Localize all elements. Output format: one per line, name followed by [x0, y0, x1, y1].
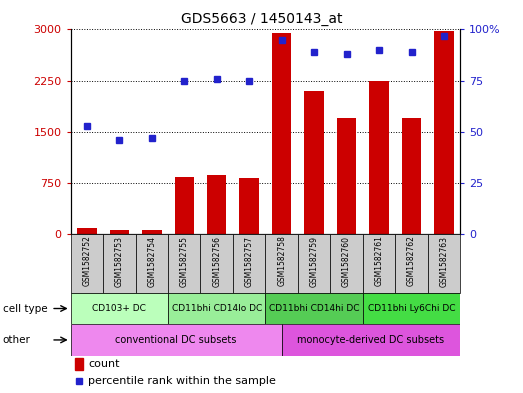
Text: GSM1582760: GSM1582760 — [342, 235, 351, 286]
Bar — [331, 234, 363, 293]
Text: GSM1582752: GSM1582752 — [82, 235, 92, 286]
Bar — [71, 324, 282, 356]
Text: CD11bhi CD14hi DC: CD11bhi CD14hi DC — [269, 304, 359, 313]
Bar — [207, 174, 226, 234]
Bar — [337, 118, 356, 234]
Bar — [110, 230, 129, 234]
Bar — [282, 324, 460, 356]
Text: cell type: cell type — [3, 303, 47, 314]
Bar — [363, 293, 460, 324]
Bar — [168, 234, 200, 293]
Text: CD103+ DC: CD103+ DC — [93, 304, 146, 313]
Bar — [168, 293, 266, 324]
Bar — [71, 234, 103, 293]
Bar — [200, 234, 233, 293]
Bar — [434, 31, 454, 234]
Bar — [240, 178, 259, 234]
Text: GSM1582759: GSM1582759 — [310, 235, 319, 286]
Bar — [266, 293, 363, 324]
Text: percentile rank within the sample: percentile rank within the sample — [88, 376, 276, 386]
Text: GDS5663 / 1450143_at: GDS5663 / 1450143_at — [181, 12, 342, 26]
Bar — [266, 234, 298, 293]
Text: GSM1582762: GSM1582762 — [407, 235, 416, 286]
Bar — [103, 234, 135, 293]
Text: GSM1582754: GSM1582754 — [147, 235, 156, 286]
Bar — [175, 177, 194, 234]
Bar — [402, 118, 421, 234]
Text: conventional DC subsets: conventional DC subsets — [116, 335, 237, 345]
Text: CD11bhi Ly6Chi DC: CD11bhi Ly6Chi DC — [368, 304, 456, 313]
Bar — [272, 33, 291, 234]
Bar — [395, 234, 428, 293]
Text: count: count — [88, 359, 120, 369]
Bar — [233, 234, 266, 293]
Text: GSM1582758: GSM1582758 — [277, 235, 286, 286]
Text: other: other — [3, 335, 30, 345]
Text: GSM1582763: GSM1582763 — [439, 235, 449, 286]
Bar — [71, 293, 168, 324]
Bar — [142, 230, 162, 234]
Text: GSM1582755: GSM1582755 — [180, 235, 189, 286]
Bar — [77, 228, 97, 234]
Bar — [428, 234, 460, 293]
Bar — [369, 81, 389, 234]
Text: monocyte-derived DC subsets: monocyte-derived DC subsets — [298, 335, 445, 345]
Bar — [298, 234, 331, 293]
Text: GSM1582761: GSM1582761 — [374, 235, 383, 286]
Text: CD11bhi CD14lo DC: CD11bhi CD14lo DC — [172, 304, 262, 313]
Text: GSM1582753: GSM1582753 — [115, 235, 124, 286]
Bar — [135, 234, 168, 293]
Text: GSM1582756: GSM1582756 — [212, 235, 221, 286]
Text: GSM1582757: GSM1582757 — [245, 235, 254, 286]
Bar — [363, 234, 395, 293]
Bar — [74, 358, 83, 370]
Bar — [304, 91, 324, 234]
